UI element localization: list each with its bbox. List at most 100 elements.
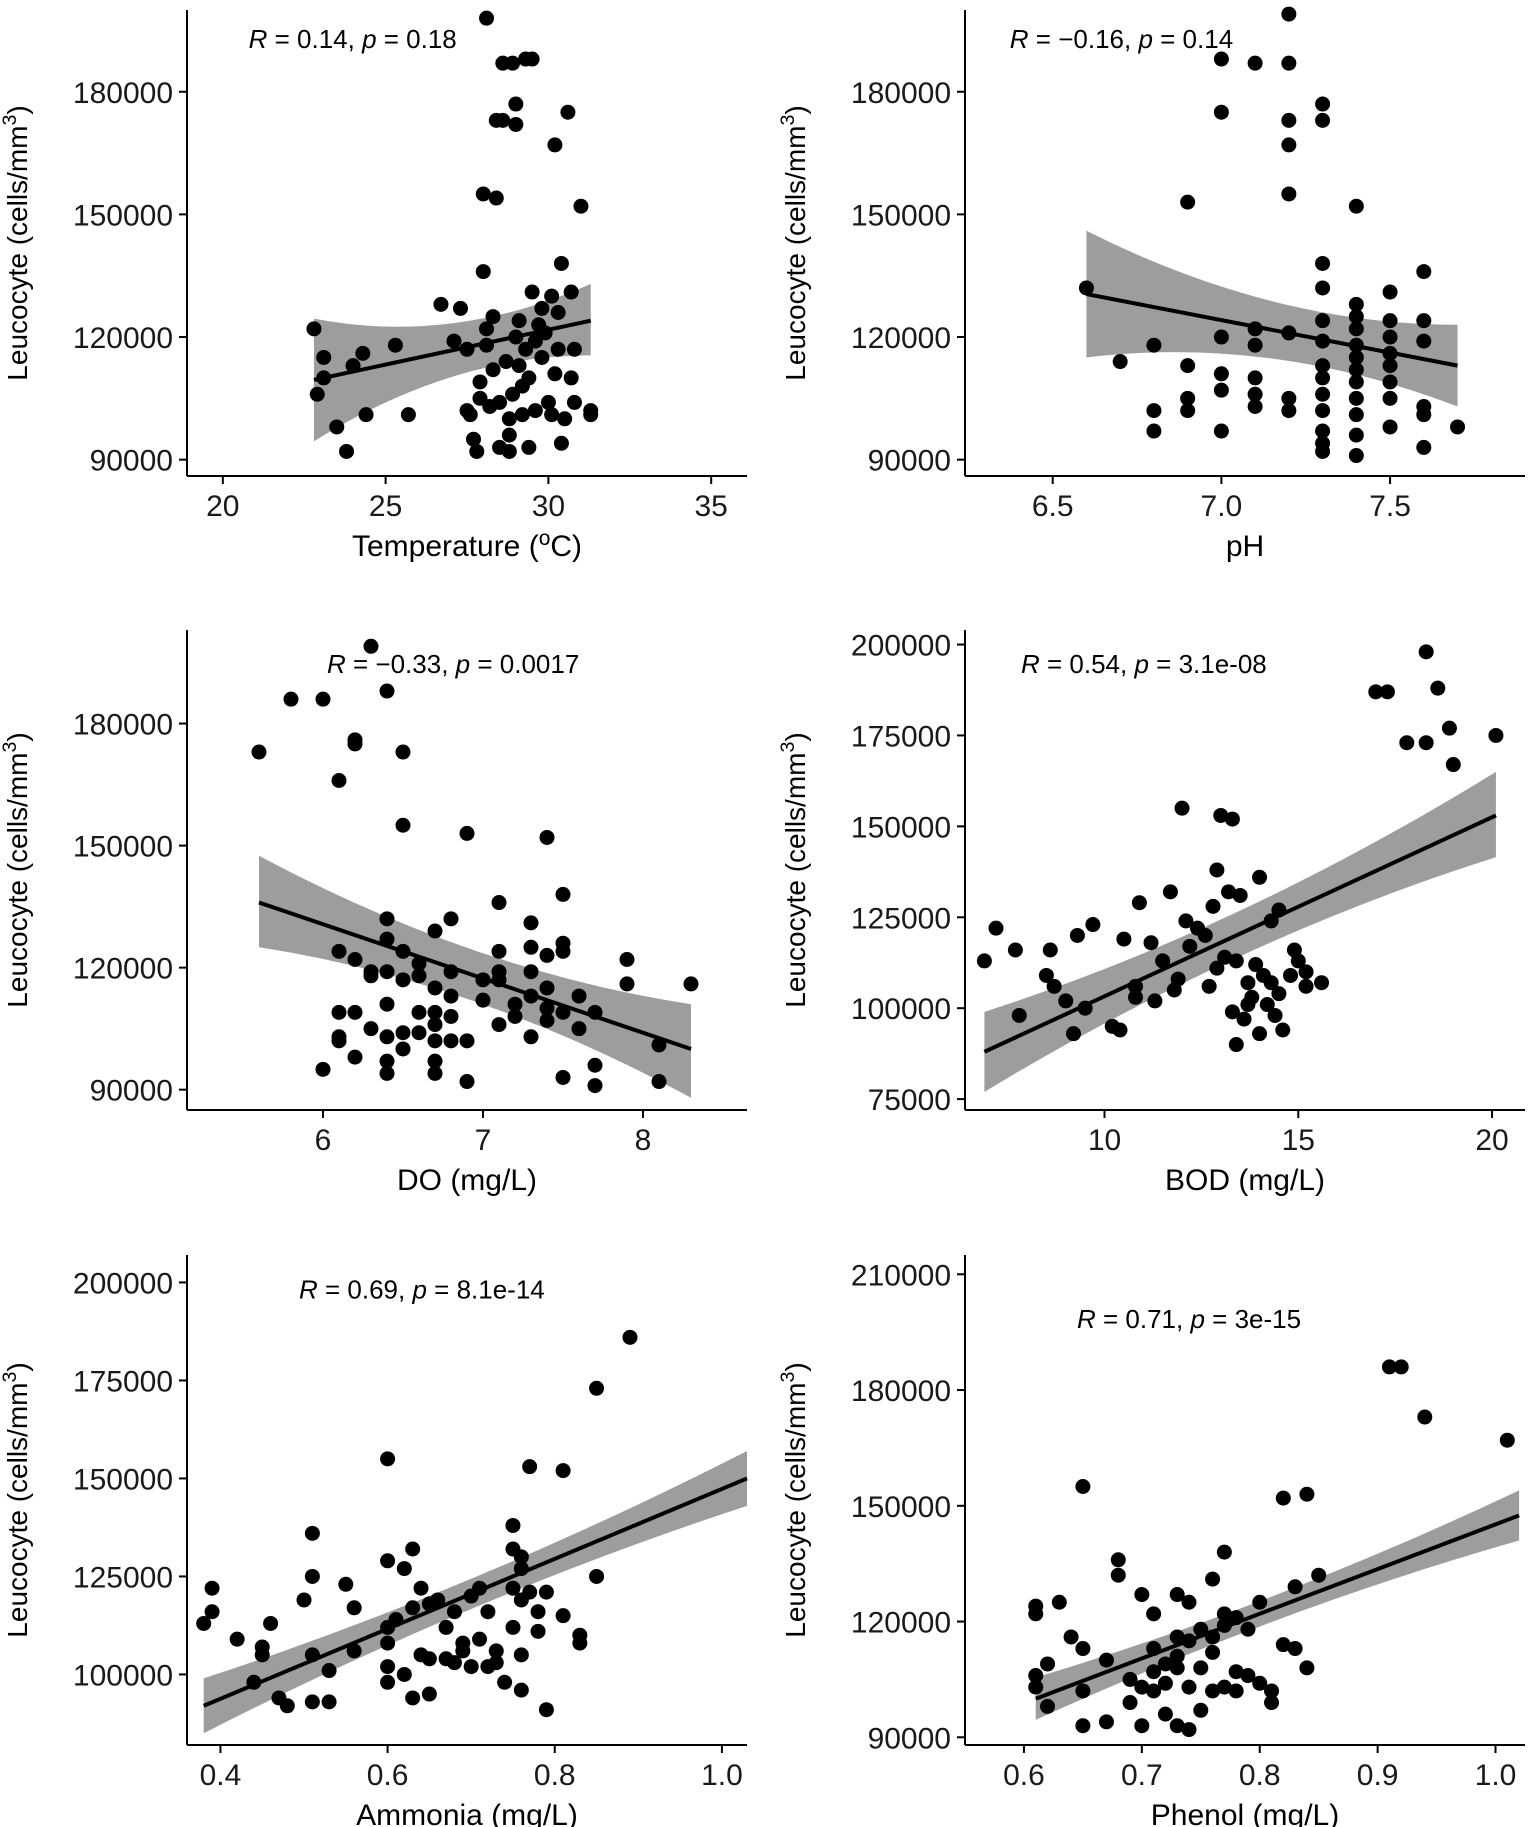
data-point [1430,680,1446,696]
data-point [589,1568,605,1584]
data-point [505,1619,521,1635]
data-point [1232,887,1248,903]
data-point [1281,6,1297,22]
data-point [1181,1679,1197,1695]
correlation-annotation: R = 0.14, p = 0.18 [249,24,457,54]
data-point [1205,1571,1221,1587]
y-tick-label: 125000 [851,902,951,935]
x-tick-label: 0.8 [1239,1759,1281,1792]
data-point [488,190,504,206]
data-point [1028,1679,1044,1695]
data-point [530,1604,546,1620]
data-point [1348,349,1364,365]
data-point [1075,1641,1091,1657]
x-tick-label: 0.6 [1003,1759,1045,1792]
y-tick-label: 90000 [868,1722,951,1755]
y-tick-label: 90000 [90,1075,173,1108]
data-point [480,1604,496,1620]
scatter-panel-6: 0.6 0.7 0.8 0.9 1.0 90000 120000 150000 180000 21… [777,1255,1525,1827]
y-axis-title: Leucocyte (cells/mm3) [777,105,811,380]
data-point [1228,1664,1244,1680]
data-point [430,1592,446,1608]
data-point [538,1702,554,1718]
data-point [1180,358,1196,374]
data-point [1315,443,1331,459]
data-point [438,1619,454,1635]
y-axis-title: Leucocyte (cells/mm3) [0,105,33,380]
data-point [555,886,571,902]
data-point [1275,1637,1291,1653]
data-point [1197,927,1213,943]
data-point [411,1004,427,1020]
data-point [1315,313,1331,329]
data-point [411,968,427,984]
data-point [363,1021,379,1037]
data-point [1348,448,1364,464]
data-point [475,992,491,1008]
data-point [1248,957,1264,973]
data-point [514,407,530,423]
data-point [1281,112,1297,128]
x-tick-label: 20 [206,490,239,523]
data-point [1315,255,1331,271]
data-point [1051,1594,1067,1610]
data-point [1134,1587,1150,1603]
data-point [1281,55,1297,71]
data-point [1315,112,1331,128]
data-point [524,51,540,67]
data-point [1240,1668,1256,1684]
data-point [433,296,449,312]
data-point [501,427,517,443]
data-point [263,1615,279,1631]
data-point [427,980,443,996]
data-point [413,1580,429,1596]
data-point [1038,967,1054,983]
data-point [379,1053,395,1069]
data-point [1193,1702,1209,1718]
data-point [1281,137,1297,153]
scatter-panel-4: 10 15 20 75000 100000 125000 150000 175000 20000… [777,630,1525,1197]
x-tick-label: 1.0 [1475,1759,1517,1792]
y-tick-label: 180000 [73,77,173,110]
data-point [1252,1594,1268,1610]
data-point [513,1682,529,1698]
data-point [1348,407,1364,423]
data-point [1416,264,1432,280]
data-point [427,923,443,939]
data-point [523,915,539,931]
data-point [501,411,517,427]
data-point [1078,280,1094,296]
data-point [1228,953,1244,969]
data-point [396,1561,412,1577]
data-point [505,1517,521,1533]
x-tick-label: 6 [315,1124,332,1157]
data-point [539,1013,555,1029]
y-tick-label: 90000 [868,445,951,478]
data-point [346,1643,362,1659]
data-point [427,1033,443,1049]
data-point [1224,1004,1240,1020]
data-point [1314,975,1330,991]
data-point [1441,720,1457,736]
y-tick-label: 100000 [73,1659,173,1692]
data-point [560,104,576,120]
x-axis-title: Ammonia (mg/L) [356,1799,578,1827]
data-point [1213,104,1229,120]
data-point [379,911,395,927]
data-point [530,1623,546,1639]
data-point [1445,757,1461,773]
data-point [1382,419,1398,435]
correlation-annotation: R = 0.71, p = 3e-15 [1077,1304,1301,1334]
data-point [443,1033,459,1049]
data-point [619,951,635,967]
data-point [553,435,569,451]
data-point [1298,964,1314,980]
data-point [1228,1037,1244,1053]
y-axis-title: Leucocyte (cells/mm3) [0,732,33,1007]
data-point [513,1647,529,1663]
data-point [539,947,555,963]
data-point [346,1600,362,1616]
data-point [1348,390,1364,406]
data-point [534,349,550,365]
